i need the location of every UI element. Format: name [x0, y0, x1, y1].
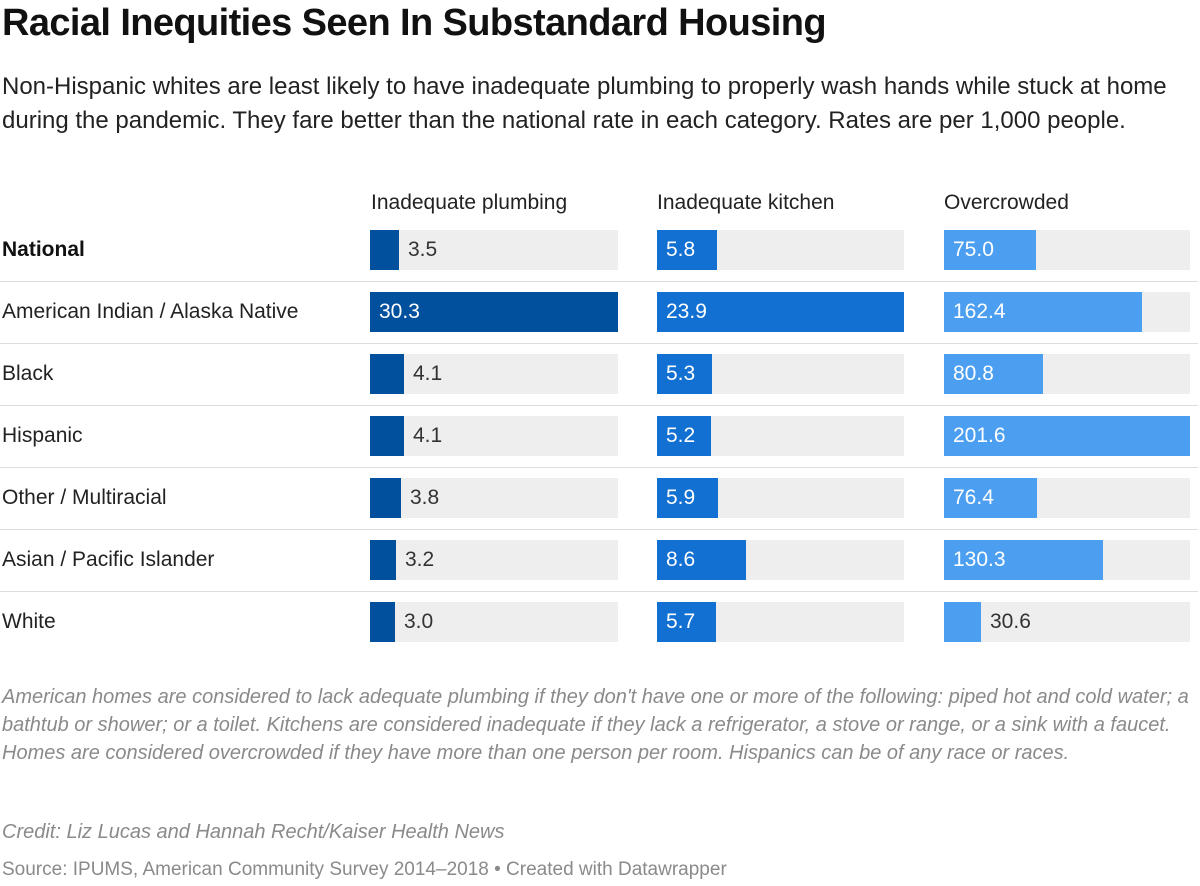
- bar-overcrowded: [944, 602, 981, 642]
- row-divider: [0, 467, 1198, 468]
- value-label-kitchen: 8.6: [666, 548, 696, 571]
- bar-track-kitchen: 5.7: [657, 602, 904, 642]
- bar-track-plumbing: 3.5: [370, 230, 618, 270]
- bar-track-plumbing: 4.1: [370, 416, 618, 456]
- bar-plumbing: [370, 602, 395, 642]
- value-label-plumbing: 3.8: [410, 486, 440, 509]
- bar-overcrowded: [944, 354, 1043, 394]
- row-label: American Indian / Alaska Native: [2, 300, 299, 323]
- value-label-plumbing: 3.5: [408, 238, 438, 261]
- row-label: Hispanic: [2, 424, 83, 447]
- value-label-overcrowded: 76.4: [953, 486, 994, 509]
- chart-notes: American homes are considered to lack ad…: [2, 686, 1189, 764]
- bar-track-overcrowded: 80.8: [944, 354, 1190, 394]
- bar-track-overcrowded: 201.6: [944, 416, 1190, 456]
- bar-track-kitchen: 5.9: [657, 478, 904, 518]
- table-row: Asian / Pacific Islander 3.2 8.6 130.3: [0, 540, 1200, 602]
- chart-credit: Credit: Liz Lucas and Hannah Recht/Kaise…: [2, 821, 505, 843]
- chart-subtitle: Non-Hispanic whites are least likely to …: [2, 73, 1167, 134]
- row-label: National: [2, 238, 85, 261]
- bar-overcrowded: [944, 230, 1036, 270]
- bar-overcrowded: [944, 292, 1142, 332]
- bar-track-kitchen: 23.9: [657, 292, 904, 332]
- row-label: Other / Multiracial: [2, 486, 167, 509]
- bar-kitchen: [657, 354, 712, 394]
- value-label-plumbing: 3.0: [404, 610, 434, 633]
- value-label-kitchen: 5.7: [666, 610, 696, 633]
- table-row: White 3.0 5.7 30.6: [0, 602, 1200, 664]
- value-label-kitchen: 23.9: [666, 300, 707, 323]
- table-row: Black 4.1 5.3 80.8: [0, 354, 1200, 416]
- value-label-overcrowded: 130.3: [953, 548, 1006, 571]
- bar-kitchen: [657, 230, 717, 270]
- row-divider: [0, 529, 1198, 530]
- chart-source: Source: IPUMS, American Community Survey…: [2, 859, 727, 880]
- bar-track-plumbing: 3.8: [370, 478, 618, 518]
- value-label-plumbing: 30.3: [379, 300, 420, 323]
- bar-plumbing: [370, 540, 396, 580]
- row-divider: [0, 281, 1198, 282]
- column-header-plumbing: Inadequate plumbing: [371, 191, 568, 214]
- bar-track-plumbing: 3.0: [370, 602, 618, 642]
- bar-kitchen: [657, 478, 718, 518]
- bar-kitchen: [657, 602, 716, 642]
- column-header-overcrowded: Overcrowded: [944, 191, 1069, 214]
- bar-plumbing: [370, 478, 401, 518]
- bar-track-plumbing: 3.2: [370, 540, 618, 580]
- value-label-plumbing: 3.2: [405, 548, 435, 571]
- value-label-plumbing: 4.1: [413, 362, 443, 385]
- value-label-overcrowded: 162.4: [953, 300, 1006, 323]
- table-row: National 3.5 5.8 75.0: [0, 230, 1200, 292]
- value-label-kitchen: 5.3: [666, 362, 696, 385]
- bar-kitchen: [657, 416, 711, 456]
- bar-overcrowded: [944, 540, 1103, 580]
- bar-track-overcrowded: 130.3: [944, 540, 1190, 580]
- row-divider: [0, 343, 1198, 344]
- bar-plumbing: [370, 292, 618, 332]
- bar-plumbing: [370, 416, 404, 456]
- bar-track-kitchen: 5.3: [657, 354, 904, 394]
- bar-kitchen: [657, 292, 904, 332]
- bar-track-plumbing: 4.1: [370, 354, 618, 394]
- bar-track-overcrowded: 76.4: [944, 478, 1190, 518]
- row-label: Black: [2, 362, 54, 385]
- row-label: White: [2, 610, 56, 633]
- column-header-kitchen: Inadequate kitchen: [657, 191, 835, 214]
- bar-plumbing: [370, 230, 399, 270]
- bar-track-kitchen: 5.2: [657, 416, 904, 456]
- bar-overcrowded: [944, 478, 1037, 518]
- table-row: Other / Multiracial 3.8 5.9 76.4: [0, 478, 1200, 540]
- value-label-overcrowded: 30.6: [990, 610, 1031, 633]
- bar-overcrowded: [944, 416, 1190, 456]
- bar-track-plumbing: 30.3: [370, 292, 618, 332]
- bar-track-overcrowded: 162.4: [944, 292, 1190, 332]
- row-divider: [0, 591, 1198, 592]
- table-row: Hispanic 4.1 5.2 201.6: [0, 416, 1200, 478]
- bar-kitchen: [657, 540, 746, 580]
- table-row: American Indian / Alaska Native 30.3 23.9 1…: [0, 292, 1200, 354]
- bar-track-overcrowded: 75.0: [944, 230, 1190, 270]
- value-label-kitchen: 5.8: [666, 238, 696, 261]
- value-label-kitchen: 5.2: [666, 424, 696, 447]
- bar-track-kitchen: 5.8: [657, 230, 904, 270]
- row-divider: [0, 405, 1198, 406]
- bar-track-overcrowded: 30.6: [944, 602, 1190, 642]
- value-label-kitchen: 5.9: [666, 486, 696, 509]
- row-label: Asian / Pacific Islander: [2, 548, 215, 571]
- bar-plumbing: [370, 354, 404, 394]
- chart-title: Racial Inequities Seen In Substandard Ho…: [2, 2, 827, 44]
- bar-track-kitchen: 8.6: [657, 540, 904, 580]
- value-label-overcrowded: 75.0: [953, 238, 994, 261]
- value-label-overcrowded: 80.8: [953, 362, 994, 385]
- value-label-plumbing: 4.1: [413, 424, 443, 447]
- value-label-overcrowded: 201.6: [953, 424, 1006, 447]
